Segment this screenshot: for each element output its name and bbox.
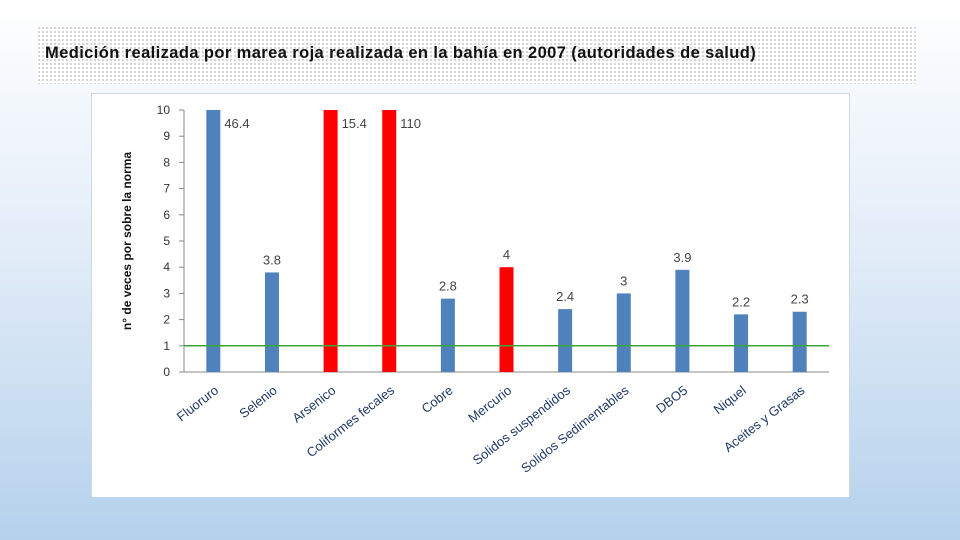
y-tick-label: 10 (157, 103, 171, 117)
data-label: 4 (503, 247, 510, 262)
y-tick-label: 4 (163, 260, 170, 274)
y-tick-label: 5 (163, 234, 170, 248)
slide-title: Medición realizada por marea roja realiz… (45, 44, 757, 62)
data-label: 3.8 (263, 252, 281, 267)
bar-0 (206, 110, 221, 372)
category-label: Niquel (711, 382, 749, 417)
y-tick-label: 7 (163, 182, 170, 196)
y-tick-label: 9 (163, 129, 170, 143)
bar-5 (499, 267, 514, 372)
y-tick-label: 3 (163, 286, 170, 300)
data-label: 2.3 (791, 292, 809, 307)
y-axis-title: n° de veces por sobre la norma (120, 152, 134, 331)
bar-chart: 0 1 2 3 4 5 6 7 8 9 10 n° de veces por sobre la nor… (120, 103, 829, 476)
bar-10 (792, 311, 807, 372)
y-tick-label: 0 (163, 365, 170, 379)
data-label: 2.2 (732, 294, 750, 309)
category-label: Solidos suspendidos (470, 382, 574, 468)
category-label: Solidos Sedimentables (518, 382, 632, 476)
y-tick-label: 8 (163, 155, 170, 169)
bar-8 (675, 269, 690, 372)
chart-panel: 0 1 2 3 4 5 6 7 8 9 10 n° de veces por sobre la nor… (91, 93, 850, 497)
title-box: Medición realizada por marea roja realiz… (37, 26, 917, 84)
data-label: 110 (400, 116, 421, 131)
bar-4 (440, 298, 455, 372)
data-label: 46.4 (224, 116, 249, 131)
y-tick-label: 2 (163, 313, 170, 327)
bar-3 (382, 110, 397, 372)
data-label: 15.4 (342, 116, 367, 131)
data-label: 2.4 (556, 289, 574, 304)
category-label: Mercurio (465, 383, 514, 426)
data-label: 3.9 (673, 250, 691, 265)
category-label: Fluoruro (174, 383, 221, 425)
bar-9 (734, 314, 749, 372)
category-label: Arsenico (289, 383, 338, 426)
bar-1 (264, 272, 279, 372)
category-label: Cobre (419, 383, 456, 417)
category-label: Selenio (236, 383, 279, 422)
bar-2 (323, 110, 338, 372)
y-tick-label: 6 (163, 208, 170, 222)
y-tick-label: 1 (163, 339, 170, 353)
category-label: DBO5 (653, 383, 690, 417)
bar-7 (616, 293, 631, 372)
data-label: 3 (620, 273, 627, 288)
data-label: 2.8 (439, 279, 457, 294)
bar-6 (558, 309, 573, 372)
